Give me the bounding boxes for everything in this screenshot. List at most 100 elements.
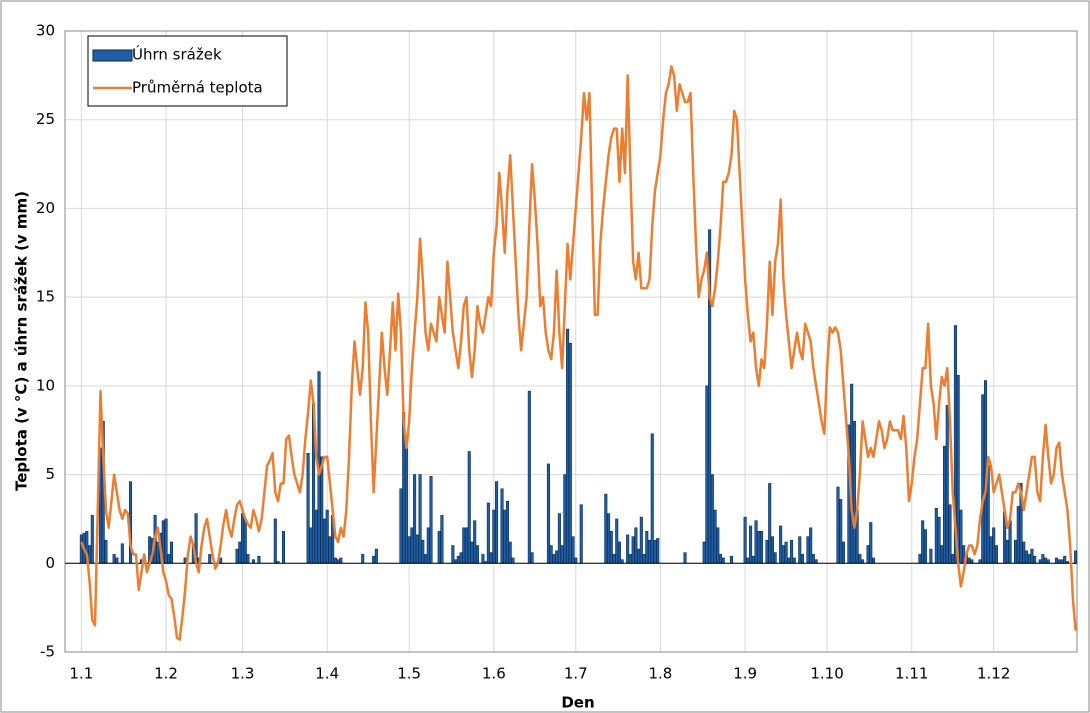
- bar: [309, 527, 313, 564]
- bar: [650, 433, 654, 564]
- bar: [325, 509, 329, 564]
- bar: [866, 545, 870, 564]
- y-tick-label: 5: [45, 465, 55, 483]
- bar: [790, 539, 794, 564]
- bar: [749, 525, 753, 564]
- bar: [942, 445, 947, 564]
- x-tick-label: 1.6: [482, 665, 506, 683]
- bar: [798, 536, 802, 564]
- bar: [721, 557, 725, 564]
- bar: [563, 474, 567, 564]
- bar: [948, 504, 952, 564]
- bar: [566, 328, 570, 564]
- bar: [743, 516, 747, 564]
- bar: [768, 483, 772, 564]
- x-tick-label: 1.9: [733, 665, 757, 683]
- bar: [809, 527, 813, 564]
- bar: [806, 536, 810, 564]
- x-tick-label: 1.10: [810, 665, 843, 683]
- bar: [852, 421, 856, 564]
- bar: [415, 534, 419, 564]
- bar: [719, 554, 723, 564]
- bar: [1063, 555, 1067, 564]
- x-axis-title: Den: [561, 694, 594, 712]
- bar: [729, 555, 733, 564]
- x-tick-label: 1.11: [895, 665, 928, 683]
- bar: [281, 531, 286, 564]
- x-tick-label: 1.2: [154, 665, 178, 683]
- bar: [626, 534, 630, 564]
- bar: [486, 502, 490, 564]
- legend-box: [87, 35, 288, 107]
- bar: [306, 452, 310, 564]
- bar: [429, 476, 433, 564]
- bar: [467, 451, 471, 564]
- bar: [631, 536, 635, 564]
- y-tick-label: 25: [36, 110, 55, 128]
- bar: [322, 518, 326, 564]
- legend-swatch: [92, 49, 133, 62]
- bar: [235, 548, 239, 564]
- bar: [1054, 557, 1059, 564]
- bar: [716, 527, 720, 564]
- bar: [642, 554, 646, 564]
- bar: [702, 541, 706, 564]
- bar: [612, 554, 616, 564]
- bar: [257, 555, 261, 564]
- bar-series: [79, 229, 1078, 564]
- bar: [787, 557, 791, 564]
- bar: [871, 557, 876, 564]
- bar: [637, 548, 641, 564]
- bar: [208, 554, 212, 564]
- bar: [759, 531, 764, 564]
- bar: [454, 559, 458, 564]
- bar: [639, 516, 643, 564]
- bar: [320, 456, 324, 564]
- bar: [620, 559, 624, 564]
- bar: [339, 557, 343, 564]
- bar: [459, 552, 463, 564]
- bar: [333, 557, 337, 564]
- x-tick-label: 1.8: [649, 665, 673, 683]
- bar: [781, 545, 785, 564]
- bar: [989, 536, 993, 564]
- bar: [530, 552, 534, 564]
- bar: [500, 488, 504, 564]
- bar: [1027, 554, 1031, 564]
- bar: [90, 515, 94, 564]
- bar: [336, 559, 340, 564]
- bar: [956, 374, 960, 564]
- bar: [568, 342, 572, 564]
- bar: [683, 552, 687, 564]
- bar: [361, 554, 365, 564]
- bar: [937, 516, 941, 564]
- bar: [120, 543, 124, 564]
- bar: [967, 557, 971, 564]
- bar: [156, 541, 160, 564]
- bar: [314, 509, 318, 564]
- bar: [615, 518, 619, 564]
- bar: [112, 554, 116, 564]
- bar: [1030, 548, 1034, 564]
- bar: [1057, 559, 1061, 564]
- bar: [437, 531, 441, 564]
- bar: [104, 539, 108, 564]
- bar: [628, 554, 632, 564]
- x-tick-label: 1.1: [69, 665, 93, 683]
- bar: [945, 405, 949, 564]
- x-tick-label: 1.3: [231, 665, 255, 683]
- bar: [560, 545, 564, 564]
- bar: [656, 538, 660, 564]
- y-tick-label: -5: [40, 643, 55, 661]
- bar: [811, 554, 815, 564]
- bar: [404, 447, 408, 564]
- bar: [757, 531, 761, 564]
- bar: [604, 493, 608, 564]
- bar: [328, 536, 332, 564]
- bar: [970, 559, 974, 564]
- bar: [243, 518, 247, 564]
- bar: [527, 390, 531, 564]
- bar: [374, 548, 378, 564]
- bar: [951, 554, 955, 564]
